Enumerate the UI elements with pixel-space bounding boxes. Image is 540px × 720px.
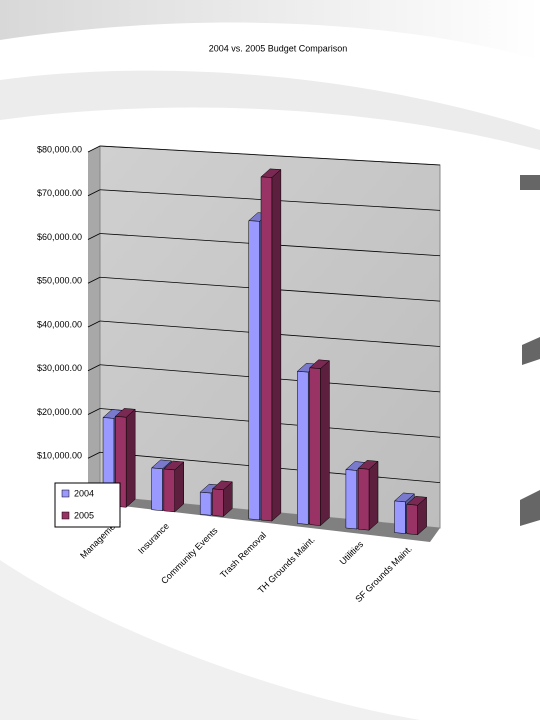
grid-line <box>99 145 441 166</box>
grid-line <box>87 408 101 415</box>
bar-side <box>271 168 282 522</box>
bar <box>357 468 370 531</box>
bar-side <box>368 460 379 531</box>
decor <box>0 0 540 60</box>
bar <box>151 467 163 512</box>
y-tick-label: $20,000.00 <box>37 407 82 417</box>
decor <box>0 560 420 720</box>
grid-line <box>87 276 101 284</box>
bar <box>199 491 212 516</box>
grid-line <box>87 320 101 328</box>
grid-line <box>87 145 101 153</box>
x-tick-label: TH Grounds Maint. <box>256 535 317 596</box>
y-tick-label: $80,000.00 <box>37 144 82 154</box>
y-tick-label: $70,000.00 <box>37 188 82 198</box>
chart-title: 2004 vs. 2005 Budget Comparison <box>209 43 348 53</box>
bar <box>297 371 309 525</box>
bar <box>309 367 321 526</box>
bar <box>248 220 260 521</box>
decor <box>520 175 540 526</box>
bar-side <box>320 360 330 527</box>
y-tick-label: $60,000.00 <box>37 232 82 242</box>
bar <box>212 488 224 517</box>
bar <box>163 468 175 513</box>
legend-swatch <box>61 511 70 520</box>
x-tick-label: Utilities <box>338 539 366 567</box>
y-tick-label: $40,000.00 <box>37 319 82 329</box>
grid-line <box>87 189 101 197</box>
bar <box>406 504 418 536</box>
grid-line <box>87 451 101 459</box>
bar <box>260 176 273 522</box>
y-tick-label: $10,000.00 <box>37 451 82 461</box>
grid-line <box>87 364 101 372</box>
bar-side <box>174 461 184 513</box>
grid-line <box>87 233 101 240</box>
x-tick-label: Insurance <box>136 521 171 556</box>
bar-side <box>125 408 136 508</box>
decor <box>0 70 540 150</box>
x-tick-label: SF Grounds Maint. <box>353 544 413 604</box>
bar <box>394 500 406 534</box>
y-tick-label: $30,000.00 <box>37 363 82 373</box>
y-tick-label: $50,000.00 <box>37 276 82 286</box>
legend-swatch <box>61 489 70 498</box>
legend-label: 2004 <box>74 488 94 498</box>
x-tick-label: Trash Removal <box>218 530 268 580</box>
legend-label: 2005 <box>74 510 94 520</box>
bar <box>345 469 358 530</box>
x-tick-label: Community Events <box>159 525 220 586</box>
